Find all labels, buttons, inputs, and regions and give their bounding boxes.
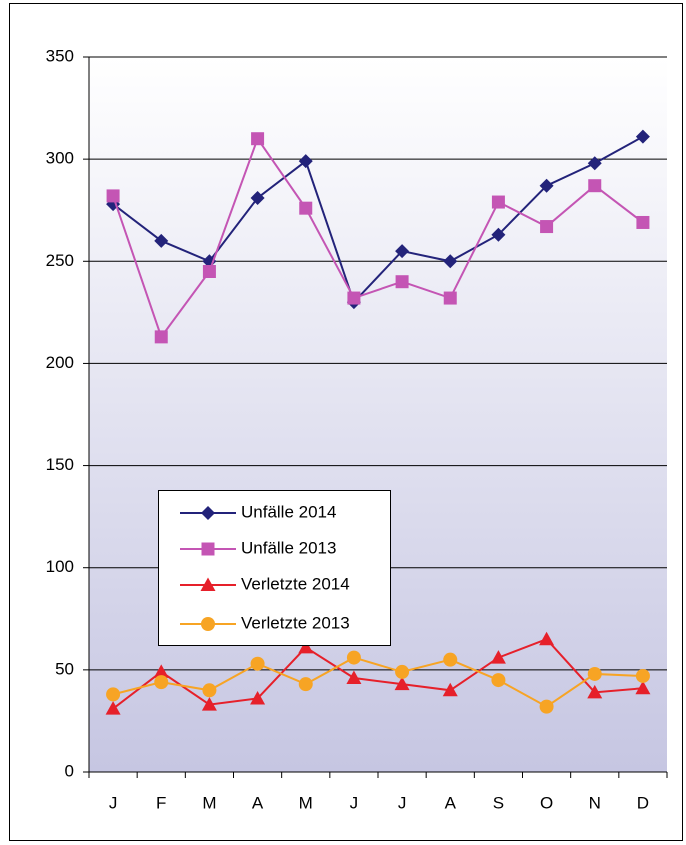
marker — [394, 676, 410, 691]
legend-label: Unfälle 2013 — [241, 538, 336, 557]
marker — [346, 670, 362, 685]
x-tick-label: D — [637, 793, 649, 812]
x-tick-label: S — [493, 793, 504, 812]
marker — [635, 680, 651, 695]
marker — [298, 677, 313, 692]
x-tick-label: M — [202, 793, 216, 812]
x-tick-label: J — [398, 793, 407, 812]
marker — [154, 233, 169, 248]
series-line — [112, 135, 644, 305]
marker — [539, 178, 554, 193]
legend-label: Verletzte 2013 — [241, 613, 350, 632]
x-tick-label: F — [156, 793, 166, 812]
marker — [346, 650, 361, 665]
marker — [491, 673, 506, 688]
y-tick-label: 50 — [55, 659, 74, 678]
marker — [202, 254, 217, 269]
marker — [587, 156, 602, 171]
y-tick-label: 250 — [46, 251, 74, 270]
series-line — [112, 136, 644, 340]
marker — [395, 664, 410, 679]
marker — [540, 220, 554, 234]
marker — [250, 190, 265, 205]
marker — [202, 683, 217, 698]
legend-label: Unfälle 2014 — [241, 502, 336, 521]
series-line — [112, 638, 644, 710]
marker — [443, 652, 458, 667]
marker — [442, 682, 458, 697]
x-tick-label: N — [589, 793, 601, 812]
legend-label: Verletzte 2014 — [241, 574, 350, 593]
marker — [395, 244, 410, 259]
marker — [347, 291, 361, 305]
plot-area — [89, 57, 667, 772]
marker — [539, 699, 554, 714]
y-tick-label: 300 — [46, 149, 74, 168]
marker — [395, 275, 409, 289]
marker — [635, 129, 650, 144]
marker — [443, 254, 458, 269]
marker — [106, 189, 120, 203]
marker — [636, 215, 650, 229]
marker — [200, 577, 216, 591]
marker — [105, 701, 121, 715]
marker — [443, 291, 457, 305]
marker — [250, 690, 266, 705]
marker — [251, 132, 265, 146]
marker — [201, 542, 215, 556]
y-tick-label: 150 — [46, 455, 74, 474]
y-tick-label: 200 — [46, 353, 74, 372]
marker — [299, 201, 313, 215]
marker — [154, 675, 169, 690]
marker — [298, 154, 313, 169]
marker — [298, 639, 314, 654]
x-tick-label: A — [445, 793, 457, 812]
x-tick-label: M — [299, 793, 313, 812]
y-tick-label: 100 — [46, 557, 74, 576]
marker — [491, 195, 505, 209]
marker — [201, 617, 215, 631]
marker — [587, 666, 602, 681]
y-tick-label: 0 — [65, 761, 74, 780]
marker — [201, 506, 215, 520]
marker — [202, 265, 216, 278]
marker — [201, 697, 217, 711]
marker — [490, 650, 506, 664]
marker — [539, 631, 555, 646]
series-line — [112, 656, 643, 708]
x-tick-label: A — [252, 793, 264, 812]
marker — [587, 684, 603, 699]
marker — [154, 330, 168, 344]
marker — [635, 668, 650, 683]
marker — [491, 227, 506, 242]
marker — [250, 656, 265, 671]
x-tick-label: J — [109, 793, 118, 812]
y-tick-label: 350 — [46, 46, 74, 65]
x-tick-label: O — [540, 793, 553, 812]
legend — [158, 490, 391, 646]
marker — [588, 179, 602, 193]
marker — [153, 664, 169, 678]
x-tick-label: J — [350, 793, 359, 812]
marker — [106, 687, 121, 702]
